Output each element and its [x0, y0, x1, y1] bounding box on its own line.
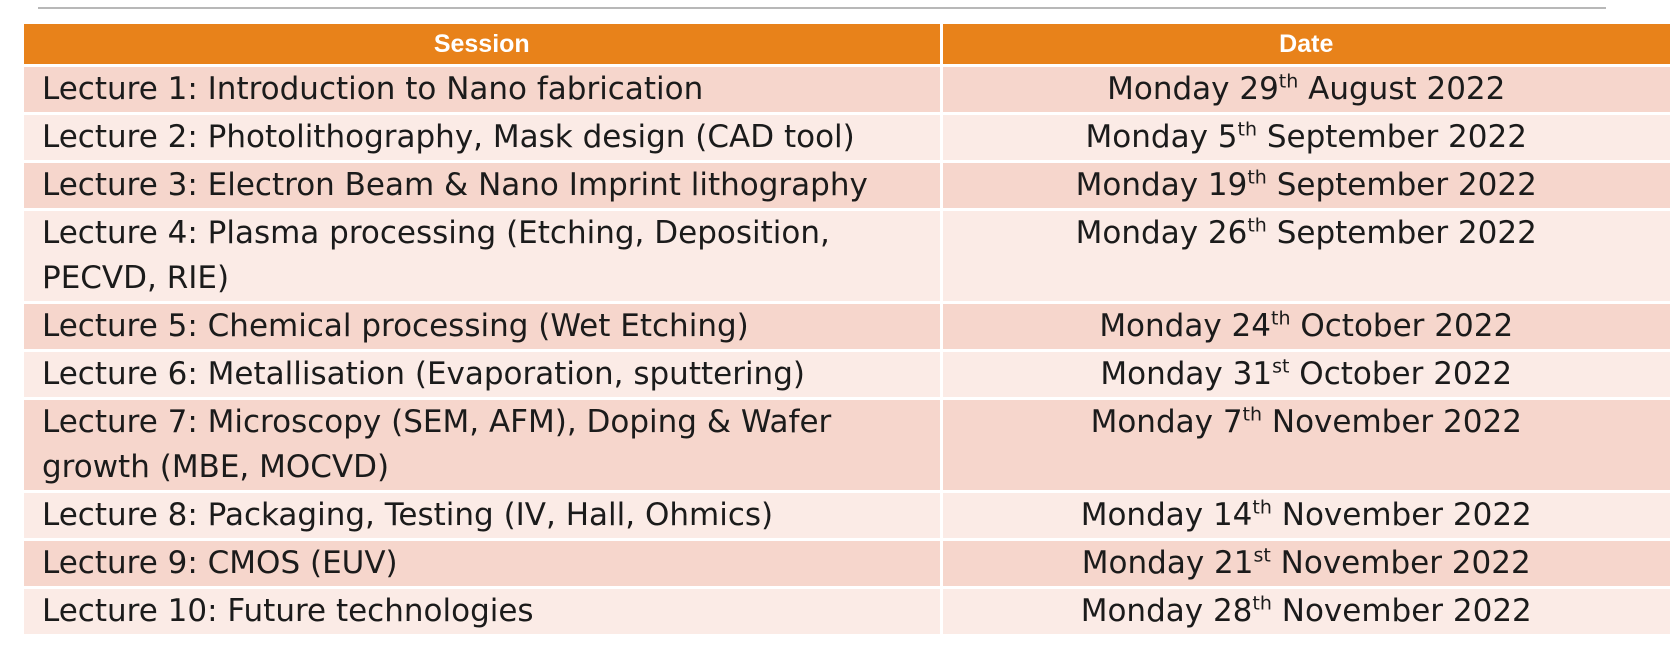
date-day: Monday 19 — [1075, 167, 1248, 203]
date-day: Monday 5 — [1085, 119, 1238, 155]
table-row: Lecture 2: Photolithography, Mask design… — [24, 113, 1670, 163]
table-row: Lecture 1: Introduction to Nano fabricat… — [24, 65, 1670, 115]
session-column-header: Session — [24, 24, 943, 67]
date-cell: Monday 14th November 2022 — [941, 491, 1670, 541]
top-divider-line — [38, 7, 1606, 9]
lecture-schedule-table: Session Date Lecture 1: Introduction to … — [24, 24, 1670, 637]
date-cell: Monday 21st November 2022 — [941, 539, 1670, 589]
date-cell: Monday 19th September 2022 — [941, 161, 1670, 211]
table-row: Lecture 8: Packaging, Testing (IV, Hall,… — [24, 491, 1670, 541]
date-day: Monday 29 — [1107, 71, 1279, 107]
session-cell: Lecture 7: Microscopy (SEM, AFM), Doping… — [24, 398, 943, 493]
date-month-year: August 2022 — [1298, 71, 1506, 107]
date-ordinal-suffix: th — [1252, 496, 1272, 519]
date-month-year: September 2022 — [1266, 215, 1537, 251]
session-cell: Lecture 9: CMOS (EUV) — [24, 539, 943, 589]
date-ordinal-suffix: th — [1278, 70, 1299, 93]
date-ordinal-suffix: th — [1247, 166, 1267, 189]
table-row: Lecture 4: Plasma processing (Etching, D… — [24, 209, 1670, 304]
date-month-year: November 2022 — [1271, 593, 1532, 629]
session-cell: Lecture 2: Photolithography, Mask design… — [24, 113, 943, 163]
date-month-year: November 2022 — [1262, 404, 1522, 440]
date-month-year: October 2022 — [1289, 356, 1513, 392]
session-cell: Lecture 1: Introduction to Nano fabricat… — [24, 65, 943, 115]
date-ordinal-suffix: th — [1252, 592, 1272, 615]
date-ordinal-suffix: th — [1237, 118, 1258, 141]
table-row: Lecture 10: Future technologies Monday 2… — [24, 587, 1670, 637]
date-day: Monday 21 — [1081, 545, 1254, 581]
date-month-year: October 2022 — [1290, 308, 1514, 344]
table-header: Session Date — [24, 24, 1670, 67]
date-column-header: Date — [941, 24, 1670, 67]
table-row: Lecture 7: Microscopy (SEM, AFM), Doping… — [24, 398, 1670, 493]
date-day: Monday 28 — [1080, 593, 1253, 629]
date-month-year: September 2022 — [1257, 119, 1527, 155]
date-cell: Monday 26th September 2022 — [941, 209, 1670, 304]
date-ordinal-suffix: th — [1242, 403, 1263, 426]
table-row: Lecture 9: CMOS (EUV) Monday 21st Novemb… — [24, 539, 1670, 589]
session-cell: Lecture 10: Future technologies — [24, 587, 943, 637]
date-ordinal-suffix: st — [1253, 544, 1271, 567]
table-row: Lecture 6: Metallisation (Evaporation, s… — [24, 350, 1670, 400]
date-ordinal-suffix: th — [1271, 307, 1291, 330]
table-row: Lecture 3: Electron Beam & Nano Imprint … — [24, 161, 1670, 211]
session-cell: Lecture 4: Plasma processing (Etching, D… — [24, 209, 943, 304]
table-body: Lecture 1: Introduction to Nano fabricat… — [24, 65, 1670, 637]
header-row: Session Date — [24, 24, 1670, 67]
date-day: Monday 24 — [1099, 308, 1271, 344]
date-month-year: September 2022 — [1266, 167, 1537, 203]
date-month-year: November 2022 — [1271, 497, 1532, 533]
date-day: Monday 7 — [1090, 404, 1243, 440]
date-day: Monday 26 — [1075, 215, 1248, 251]
date-day: Monday 14 — [1080, 497, 1253, 533]
date-day: Monday 31 — [1100, 356, 1273, 392]
date-cell: Monday 5th September 2022 — [941, 113, 1670, 163]
session-cell: Lecture 8: Packaging, Testing (IV, Hall,… — [24, 491, 943, 541]
table-row: Lecture 5: Chemical processing (Wet Etch… — [24, 302, 1670, 352]
date-ordinal-suffix: st — [1272, 355, 1290, 378]
date-cell: Monday 7th November 2022 — [941, 398, 1670, 493]
date-cell: Monday 24th October 2022 — [941, 302, 1670, 352]
session-cell: Lecture 5: Chemical processing (Wet Etch… — [24, 302, 943, 352]
session-cell: Lecture 6: Metallisation (Evaporation, s… — [24, 350, 943, 400]
date-ordinal-suffix: th — [1247, 214, 1267, 237]
date-month-year: November 2022 — [1270, 545, 1531, 581]
date-cell: Monday 29th August 2022 — [941, 65, 1670, 115]
session-cell: Lecture 3: Electron Beam & Nano Imprint … — [24, 161, 943, 211]
date-cell: Monday 31st October 2022 — [941, 350, 1670, 400]
date-cell: Monday 28th November 2022 — [941, 587, 1670, 637]
